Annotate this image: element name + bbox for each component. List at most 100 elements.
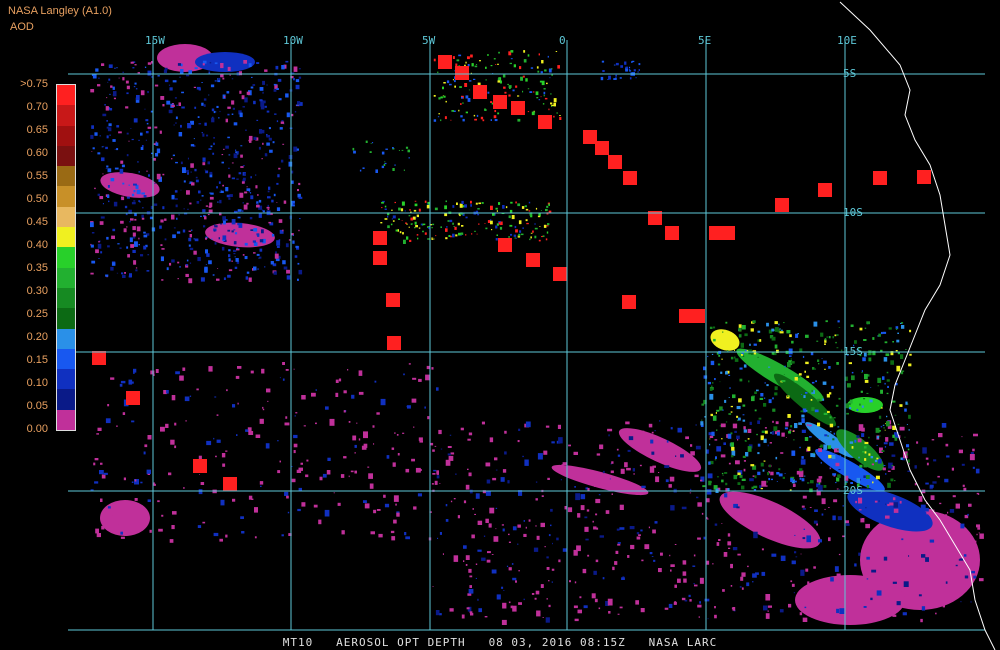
legend-label: 0.45 — [26, 216, 48, 228]
legend-label: 0.70 — [26, 101, 48, 113]
aerosol-pixel — [504, 430, 507, 434]
aerosol-pixel — [227, 106, 231, 109]
aerosol-pixel — [249, 217, 253, 220]
legend-label: 0.50 — [26, 193, 48, 205]
aerosol-pixel — [110, 377, 115, 380]
aerosol-pixel — [706, 489, 712, 495]
aerosol-pixel — [428, 227, 430, 229]
aerosol-pixel — [118, 77, 120, 79]
aerosol-pixel — [283, 123, 285, 125]
aerosol-pixel — [719, 425, 721, 427]
aerosol-pixel — [517, 95, 520, 97]
aerosol-pixel — [414, 200, 417, 202]
aerosol-pixel — [276, 182, 279, 185]
aerosol-pixel — [552, 542, 553, 545]
aerosol-pixel — [611, 461, 614, 464]
aerosol-pixel — [122, 512, 125, 515]
aerosol-pixel — [740, 576, 744, 581]
aerosol-pixel — [439, 483, 441, 484]
aerosol-pixel — [218, 117, 220, 119]
aerosol-pixel — [878, 415, 882, 419]
aerosol-pixel — [794, 423, 798, 429]
aerosol-pixel — [452, 56, 455, 59]
aerosol-pixel — [608, 75, 611, 80]
aerosol-pixel — [868, 357, 872, 362]
aerosol-pixel — [459, 203, 463, 208]
aerosol-pixel — [459, 214, 461, 217]
aerosol-pixel — [827, 410, 830, 413]
aerosol-pixel — [901, 538, 904, 541]
aerosol-pixel — [741, 485, 745, 490]
aerosol-pixel — [485, 518, 489, 523]
aerosol-pixel — [752, 475, 755, 477]
aerosol-pixel — [754, 409, 757, 412]
aerosol-pixel — [242, 210, 244, 212]
legend-label: >0.75 — [20, 78, 48, 90]
aerosol-pixel — [952, 495, 956, 498]
aerosol-pixel — [826, 393, 830, 398]
aerosol-pixel — [580, 505, 585, 511]
aerosol-pixel — [733, 474, 738, 480]
aerosol-pixel — [825, 320, 828, 323]
aerosol-pixel — [703, 375, 708, 379]
aerosol-pixel — [680, 454, 684, 458]
aerosol-pixel — [860, 518, 865, 523]
aerosol-pixel — [610, 470, 614, 474]
aerosol-pixel — [798, 422, 802, 425]
aerosol-pixel — [596, 527, 599, 530]
aerosol-pixel — [174, 97, 177, 99]
aerosol-pixel — [153, 203, 158, 206]
aerosol-pixel — [712, 563, 714, 565]
aerosol-pixel — [920, 618, 923, 623]
aerosol-pixel — [810, 453, 814, 457]
aerosol-pixel — [106, 97, 108, 99]
aerosol-pixel — [660, 552, 663, 556]
aerosol-pixel — [193, 145, 196, 147]
aerosol-pixel — [432, 449, 435, 452]
aerosol-pixel — [812, 453, 816, 458]
aerosol-pixel — [888, 462, 893, 469]
aerosol-pixel — [972, 466, 975, 469]
aerosol-pixel — [910, 556, 913, 561]
aerosol-pixel — [556, 112, 558, 114]
aerosol-pixel — [864, 441, 869, 444]
aerosol-pixel — [511, 563, 514, 565]
aerosol-pixel — [857, 438, 862, 443]
aerosol-pixel — [648, 526, 650, 529]
aerosol-pixel — [891, 400, 896, 403]
high-aod-block — [709, 226, 723, 240]
aerosol-pixel — [277, 78, 282, 82]
aerosol-pixel — [201, 102, 204, 106]
aerosol-pixel — [162, 104, 165, 107]
aerosol-pixel — [651, 431, 654, 434]
aerosol-pixel — [771, 328, 775, 332]
aerosol-pixel — [703, 536, 706, 540]
aerosol-pixel — [212, 274, 215, 276]
aerosol-pixel — [879, 447, 883, 453]
aerosol-pixel — [176, 217, 178, 220]
aerosol-pixel — [177, 261, 180, 264]
aerosol-pixel — [705, 449, 709, 454]
aerosol-pixel — [749, 343, 751, 346]
aerosol-pixel — [658, 472, 660, 473]
aerosol-pixel — [782, 476, 785, 479]
legend-label: 0.60 — [26, 147, 48, 159]
aerosol-pixel — [187, 172, 189, 175]
aerosol-pixel — [901, 325, 905, 329]
aerosol-pixel — [629, 77, 632, 80]
aerosol-pixel — [837, 426, 840, 428]
aerosol-pixel — [721, 438, 723, 440]
aerosol-pixel — [193, 238, 195, 240]
aerosol-pixel — [172, 80, 177, 83]
aerosol-pixel — [766, 481, 768, 483]
aerosol-pixel — [829, 416, 832, 419]
aerosol-pixel — [596, 453, 601, 456]
aerosol-pixel — [238, 71, 242, 76]
aerosol-pixel — [474, 118, 477, 121]
aerosol-pixel — [921, 574, 924, 576]
aerosol-pixel — [153, 483, 156, 486]
aerosol-pixel — [90, 134, 94, 139]
aerosol-pixel — [431, 238, 434, 240]
aerosol-pixel — [291, 170, 294, 174]
aerosol-pixel — [853, 344, 855, 347]
